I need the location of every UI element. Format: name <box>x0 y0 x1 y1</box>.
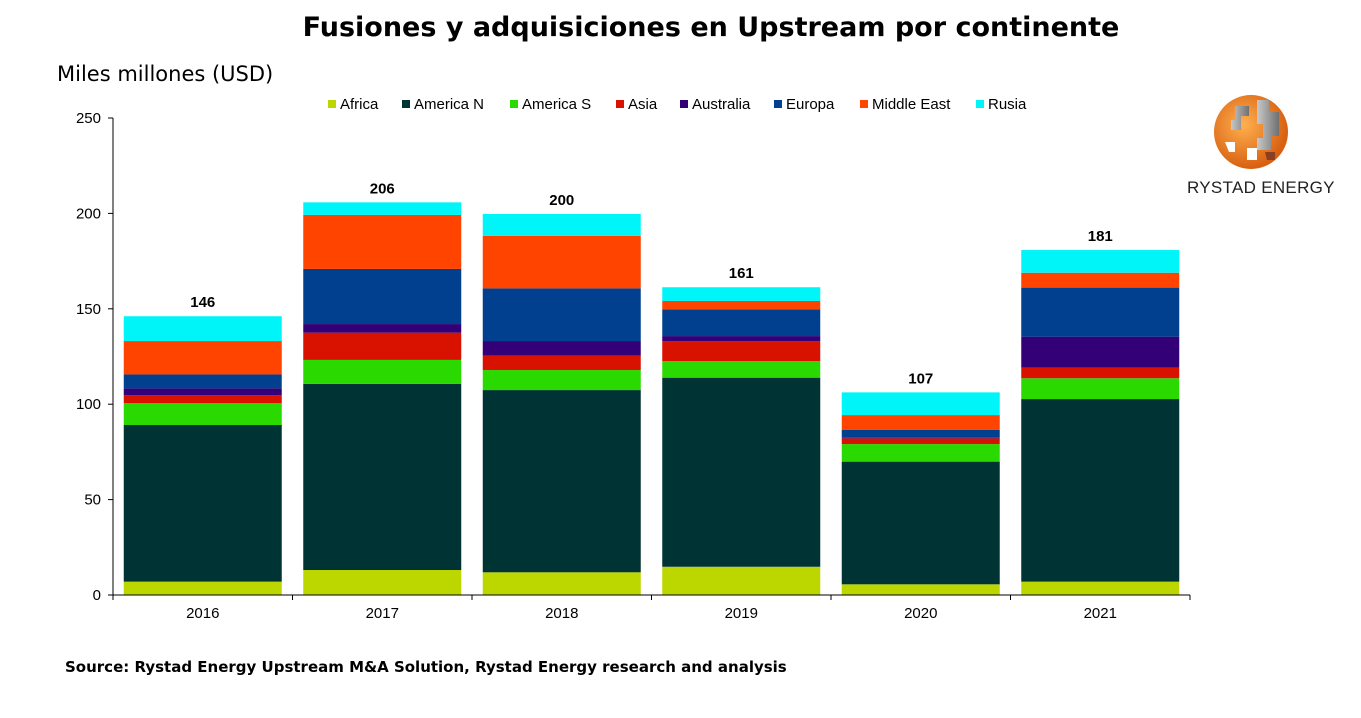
legend-label: Africa <box>340 96 379 113</box>
logo-text: RYSTAD ENERGY <box>1187 178 1335 197</box>
total-label: 161 <box>729 265 754 282</box>
legend-swatch <box>860 100 868 108</box>
bar-segment-asia-2017 <box>303 332 462 360</box>
bar-segment-asia-2018 <box>482 355 641 371</box>
bar-segment-europa-2019 <box>662 309 821 337</box>
legend-swatch <box>616 100 624 108</box>
bar-segment-africa-2021 <box>1021 581 1180 595</box>
bar-segment-asia-2016 <box>123 395 282 404</box>
legend-item-rusia: Rusia <box>976 96 1027 113</box>
bar-segment-africa-2016 <box>123 581 282 595</box>
legend-item-africa: Africa <box>328 96 379 113</box>
bar-segment-australia-2020 <box>841 437 1000 439</box>
legend-label: America N <box>414 96 484 113</box>
bar-segment-america-n-2021 <box>1021 399 1180 582</box>
bar-segment-africa-2018 <box>482 572 641 595</box>
legend-swatch <box>774 100 782 108</box>
bars: 146 206 200 161 107 181 <box>123 180 1180 595</box>
bar-segment-africa-2020 <box>841 584 1000 595</box>
y-tick-label: 50 <box>84 492 101 509</box>
bar-segment-rusia-2017 <box>303 202 462 215</box>
legend-label: Rusia <box>988 96 1027 113</box>
bar-segment-america-s-2020 <box>841 444 1000 462</box>
bar-segment-europa-2021 <box>1021 287 1180 337</box>
bar-segment-australia-2016 <box>123 388 282 396</box>
y-tick-label: 150 <box>76 301 101 318</box>
bar-segment-europa-2016 <box>123 374 282 389</box>
bar-segment-rusia-2018 <box>482 213 641 236</box>
bar-segment-rusia-2020 <box>841 392 1000 416</box>
x-tick-label: 2021 <box>1084 605 1117 622</box>
bar-segment-europa-2018 <box>482 288 641 342</box>
rystad-logo-icon <box>1214 95 1288 169</box>
legend-item-america-n: America N <box>402 96 484 113</box>
legend-item-middle-east: Middle East <box>860 96 951 113</box>
bar-segment-america-s-2016 <box>123 403 282 425</box>
bar-segment-america-s-2019 <box>662 361 821 378</box>
bar-segment-middle-east-2016 <box>123 341 282 375</box>
legend-label: Middle East <box>872 96 951 113</box>
bar-segment-australia-2018 <box>482 341 641 356</box>
legend-item-australia: Australia <box>680 96 751 113</box>
y-tick-label: 100 <box>76 396 101 413</box>
axes: 2016 2017 2018 2019 2020 2021 0 50 100 150 200 250 <box>76 110 1191 622</box>
bar-segment-australia-2019 <box>662 336 821 342</box>
legend-label: Asia <box>628 96 658 113</box>
legend-label: America S <box>522 96 591 113</box>
bar-segment-europa-2017 <box>303 268 462 325</box>
bar-segment-australia-2021 <box>1021 336 1180 368</box>
total-label: 146 <box>190 294 215 311</box>
legend-swatch <box>510 100 518 108</box>
bar-segment-rusia-2016 <box>123 316 282 342</box>
bar-segment-america-n-2019 <box>662 377 821 567</box>
bar-segment-america-s-2021 <box>1021 378 1180 400</box>
legend-item-asia: Asia <box>616 96 658 113</box>
bar-segment-asia-2021 <box>1021 367 1180 379</box>
legend-swatch <box>402 100 410 108</box>
legend-swatch <box>680 100 688 108</box>
bar-segment-middle-east-2020 <box>841 415 1000 430</box>
legend: Africa America N America S Asia Australia Eur… <box>328 96 1027 113</box>
bar-segment-asia-2019 <box>662 341 821 362</box>
bar-segment-asia-2020 <box>841 438 1000 445</box>
y-tick-label: 250 <box>76 110 101 127</box>
bar-segment-america-s-2018 <box>482 370 641 391</box>
x-tick-label: 2016 <box>186 605 219 622</box>
bar-segment-america-n-2020 <box>841 461 1000 585</box>
bar-segment-middle-east-2017 <box>303 214 462 269</box>
legend-swatch <box>328 100 336 108</box>
bar-segment-middle-east-2019 <box>662 300 821 310</box>
total-label: 181 <box>1088 228 1113 245</box>
x-tick-label: 2017 <box>366 605 399 622</box>
bar-segment-australia-2017 <box>303 324 462 333</box>
bar-segment-rusia-2021 <box>1021 250 1180 273</box>
bar-segment-africa-2017 <box>303 570 462 595</box>
bar-segment-america-n-2016 <box>123 424 282 582</box>
bar-segment-europa-2020 <box>841 429 1000 438</box>
bar-segment-middle-east-2021 <box>1021 272 1180 288</box>
legend-item-europa: Europa <box>774 96 835 113</box>
legend-swatch <box>976 100 984 108</box>
chart-title: Fusiones y adquisiciones en Upstream por… <box>302 12 1120 43</box>
y-tick-label: 200 <box>76 205 101 222</box>
y-tick-label: 0 <box>93 587 101 604</box>
bar-segment-middle-east-2018 <box>482 235 641 289</box>
legend-item-america-s: America S <box>510 96 591 113</box>
bar-segment-rusia-2019 <box>662 287 821 301</box>
total-label: 200 <box>549 192 574 209</box>
total-label: 206 <box>370 180 395 197</box>
x-tick-label: 2018 <box>545 605 578 622</box>
source-note: Source: Rystad Energy Upstream M&A Solut… <box>65 658 787 676</box>
legend-label: Australia <box>692 96 751 113</box>
bar-segment-america-n-2018 <box>482 390 641 573</box>
bar-segment-america-s-2017 <box>303 359 462 384</box>
bar-segment-africa-2019 <box>662 566 821 595</box>
total-label: 107 <box>908 370 933 387</box>
x-tick-label: 2019 <box>725 605 758 622</box>
legend-label: Europa <box>786 96 835 113</box>
bar-segment-america-n-2017 <box>303 383 462 571</box>
y-axis-label: Miles millones (USD) <box>57 62 274 86</box>
x-tick-label: 2020 <box>904 605 937 622</box>
